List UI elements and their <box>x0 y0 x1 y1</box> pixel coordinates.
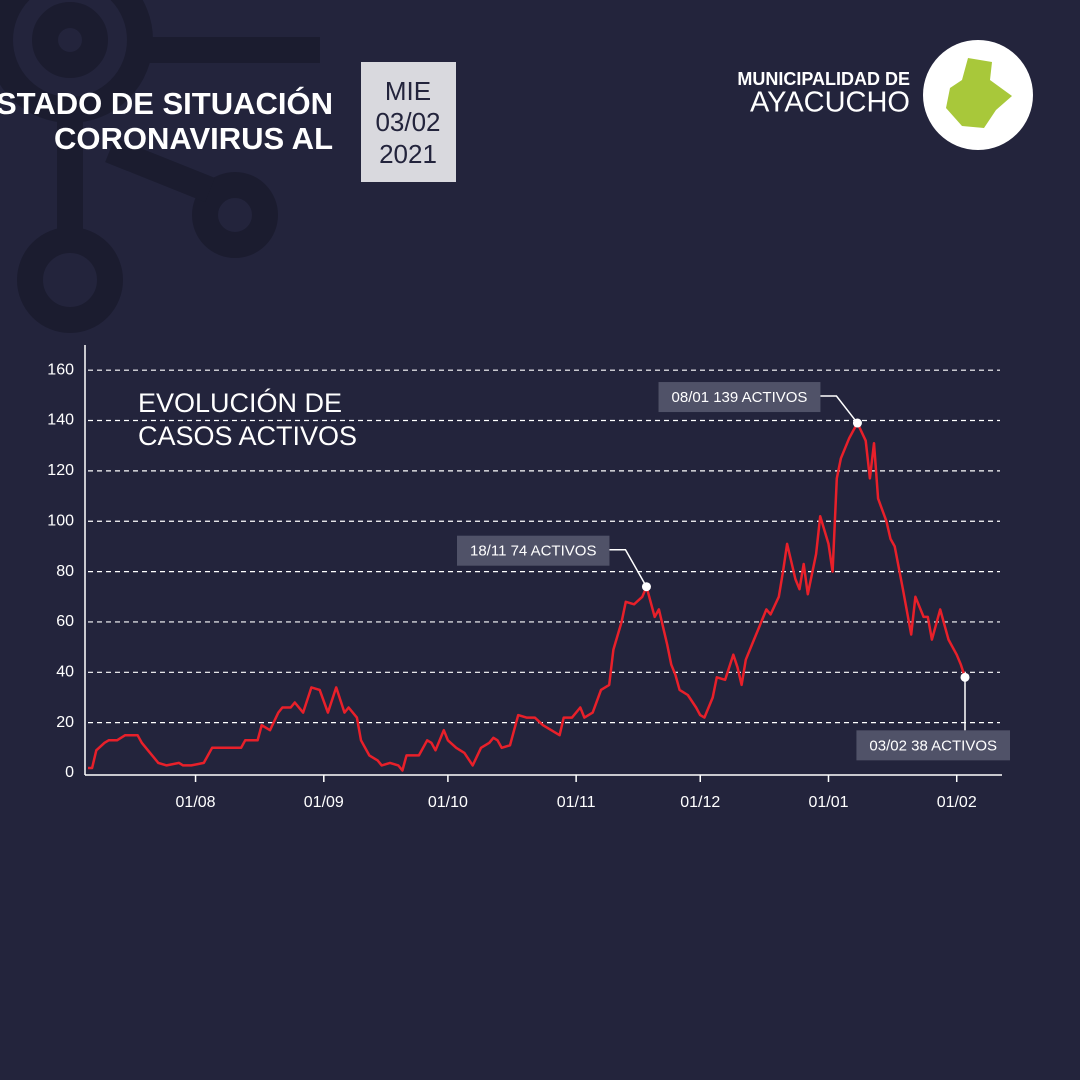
annotation-point <box>641 582 651 592</box>
y-tick-label: 80 <box>56 563 74 580</box>
date-text: MIE <box>385 76 431 106</box>
logo-shape <box>946 58 1012 128</box>
date-text: 2021 <box>379 139 437 169</box>
chart-title: EVOLUCIÓN DE <box>138 387 342 418</box>
header-title: ESTADO DE SITUACIÓN <box>0 85 333 121</box>
annotation-point <box>852 418 862 428</box>
annotation-box <box>456 535 610 566</box>
date-text: 03/02 <box>375 107 440 137</box>
y-tick-label: 0 <box>65 764 74 781</box>
x-tick-label: 01/02 <box>937 794 977 811</box>
annotation-leader <box>609 548 648 588</box>
x-tick-label: 01/01 <box>808 794 848 811</box>
logo-text: MUNICIPALIDAD DE <box>737 69 910 89</box>
annotation-point <box>960 672 970 682</box>
data-line <box>88 421 967 772</box>
x-tick-label: 01/08 <box>176 794 216 811</box>
x-tick-label: 01/12 <box>680 794 720 811</box>
date-box <box>361 62 456 182</box>
x-tick-label: 01/11 <box>557 794 596 811</box>
y-tick-label: 60 <box>56 613 74 630</box>
y-tick-label: 40 <box>56 664 74 681</box>
header: ESTADO DE SITUACIÓN CORONAVIRUS AL <box>0 85 333 156</box>
annotation-box <box>856 730 1010 761</box>
annotation-label: 03/02 38 ACTIVOS <box>869 737 997 754</box>
y-tick-label: 20 <box>56 714 74 731</box>
y-tick-label: 160 <box>47 361 74 378</box>
x-tick-label: 01/09 <box>304 794 344 811</box>
annotation-leader <box>820 395 859 424</box>
y-tick-label: 140 <box>47 412 74 429</box>
logo-text: AYACUCHO <box>750 87 910 119</box>
date: MIE 03/02 2021 <box>375 76 440 169</box>
annotation-label: 18/11 74 ACTIVOS <box>470 543 596 560</box>
header-title: CORONAVIRUS AL <box>54 121 333 156</box>
y-tick-label: 120 <box>47 462 74 479</box>
y-tick-label: 100 <box>47 512 74 529</box>
chart-title: CASOS ACTIVOS <box>138 421 357 451</box>
annotation-label: 08/01 139 ACTIVOS <box>672 389 808 406</box>
annotation-box <box>658 382 821 413</box>
decoration <box>0 0 320 333</box>
x-tick-label: 01/10 <box>428 794 468 811</box>
